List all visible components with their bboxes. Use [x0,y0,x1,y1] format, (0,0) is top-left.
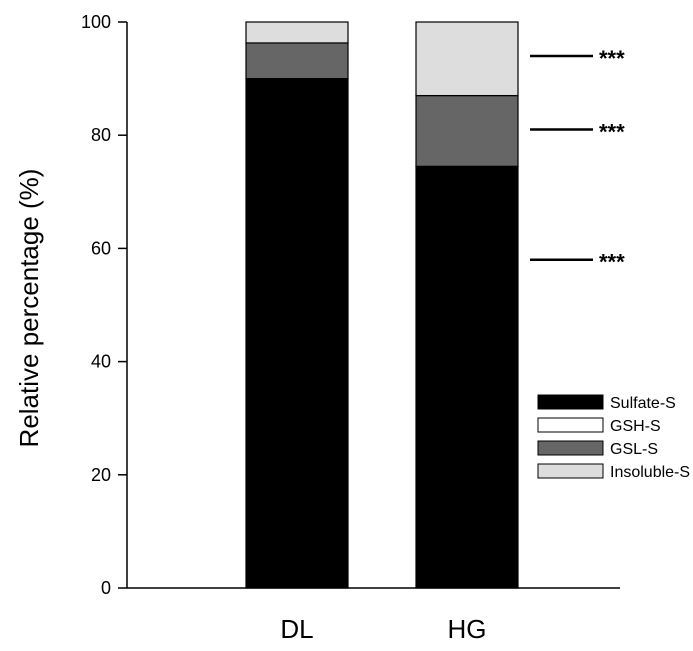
legend-swatch [537,394,604,410]
significance-label: *** [599,46,625,71]
axes: 0 20 40 60 80 100 [81,12,620,598]
y-tick-label: 40 [91,352,111,372]
y-tick-label: 20 [91,465,111,485]
bar-segment-insoluble-s [415,21,519,97]
legend-label: GSL-S [610,441,658,458]
bars: DL HG [245,21,519,644]
legend-swatch [537,417,604,433]
legend-label: GSH-S [610,418,661,435]
bar-segment-sulfate-s [415,165,519,589]
legend-label: Insoluble-S [610,464,690,481]
legend-swatch [537,440,604,456]
y-tick-label: 80 [91,125,111,145]
significance-label: *** [599,120,625,145]
legend: Sulfate-S GSH-S GSL-S Insoluble-S [537,394,690,481]
y-axis-title: Relative percentage (%) [14,169,44,448]
bar-segment-gsl-s [415,94,519,167]
x-category-label: DL [280,614,313,644]
x-category-label: HG [448,614,487,644]
y-tick-label: 100 [81,12,111,32]
significance-label: *** [599,250,625,275]
significance-marks: *** *** *** [530,46,625,275]
bar-segment-sulfate-s [245,77,349,589]
y-tick-label: 60 [91,238,111,258]
legend-label: Sulfate-S [610,395,676,412]
legend-swatch [537,463,604,479]
y-tick-label: 0 [101,578,111,598]
bar-segment-insoluble-s [245,21,349,44]
bar-segment-gsl-s [245,42,349,80]
